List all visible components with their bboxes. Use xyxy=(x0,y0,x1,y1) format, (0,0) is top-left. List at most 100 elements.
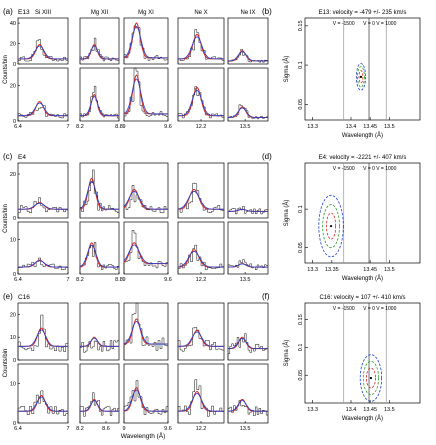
subplot-frame xyxy=(177,221,225,275)
subplot-frame xyxy=(123,302,169,361)
panel-title: E4: velocity = -2221 +/- 407 km/s xyxy=(319,155,407,161)
subplot-frame xyxy=(177,162,225,219)
contour-middle xyxy=(357,66,365,88)
contour-outer xyxy=(318,194,344,258)
x-tick-label: 13.4 xyxy=(346,124,357,130)
y-tick-label: 40 xyxy=(10,21,16,27)
x-tick-label: 9 xyxy=(122,426,125,432)
x-tick-label: 13.35 xyxy=(325,267,339,273)
y-axis-label: Sigma (Å) xyxy=(283,200,290,227)
contour-panel-d: (d) E4: velocity = -2221 +/- 407 km/s V = … xyxy=(262,152,421,282)
y-tick-label: 0.15 xyxy=(298,20,304,31)
model-curve-blue xyxy=(177,251,224,268)
x-tick-label: 13.3 xyxy=(307,407,318,413)
model-curve-blue xyxy=(123,190,168,210)
x-tick-label: 6.4 xyxy=(14,426,22,432)
y-tick-label: 20 xyxy=(10,42,16,48)
subplot-bottom-1: 0 10 6.4 7 xyxy=(10,363,70,432)
subplot-top-5 xyxy=(227,162,269,219)
x-tick-label: 13.45 xyxy=(363,124,377,130)
contour-middle xyxy=(362,360,379,396)
y-axis-label: Sigma (Å) xyxy=(283,340,290,367)
x-axis-label: Wavelength (Å) xyxy=(342,275,383,282)
observed-histogram xyxy=(17,105,68,121)
y-tick-label: 0.05 xyxy=(298,242,304,253)
subplot-bottom-3: 9 9.6 xyxy=(122,221,172,283)
plot-frame xyxy=(304,162,421,264)
model-curve-red xyxy=(18,101,68,117)
x-tick-label: 9.6 xyxy=(164,124,172,130)
model-curve-blue xyxy=(123,244,168,264)
y-tick-label: 0.1 xyxy=(298,344,304,352)
subplot-frame xyxy=(227,221,269,275)
x-tick-label: 13.5 xyxy=(384,267,395,273)
y-axis-label: Counts/bin xyxy=(3,349,9,378)
y-tick-label: 0 xyxy=(13,119,16,125)
model-curve-blue xyxy=(79,244,119,268)
panel-title: E13: velocity = -479 +/- 235 km/s xyxy=(319,10,407,16)
subplot-frame xyxy=(177,302,225,361)
subplot-bottom-1: 0 10 6.4 7 xyxy=(10,221,70,283)
velocity-label: V = -1500 xyxy=(333,21,355,27)
y-tick-label: 0.1 xyxy=(298,61,304,69)
model-curve-blue xyxy=(177,36,224,60)
velocity-label: V = 0 xyxy=(363,21,375,27)
best-fit-point xyxy=(359,75,363,78)
contour-inner xyxy=(326,212,337,240)
x-tick-label: 8.8 xyxy=(115,124,123,130)
model-curve-red xyxy=(123,242,168,265)
subplot-top-2 xyxy=(79,17,120,65)
y-tick-label: 20 xyxy=(10,312,16,318)
x-tick-label: 12.2 xyxy=(196,426,207,432)
subplot-bottom-2: 8.2 8.8 xyxy=(76,67,123,130)
observed-histogram xyxy=(227,400,268,423)
model-curve-blue xyxy=(18,102,68,117)
panel-label: (c) xyxy=(3,152,13,161)
group-label: E13 xyxy=(18,9,30,16)
subplot-top-3 xyxy=(123,162,169,219)
x-tick-label: 13.5 xyxy=(240,124,251,130)
subplot-top-5 xyxy=(227,17,269,65)
model-curve-blue xyxy=(18,45,68,60)
x-tick-label: 9 xyxy=(122,124,125,130)
subplot-frame xyxy=(17,363,69,424)
x-tick-label: 9.6 xyxy=(164,426,172,432)
model-curve-blue xyxy=(227,107,268,118)
subplot-bottom-5: 13.5 xyxy=(227,221,269,283)
x-tick-label: 8.8 xyxy=(115,277,123,283)
panel-label: (f) xyxy=(262,292,270,301)
model-curve-red xyxy=(80,93,119,117)
x-tick-label: 7 xyxy=(66,124,69,130)
x-tick-label: 6.4 xyxy=(14,277,22,283)
x-tick-label: 8.2 xyxy=(76,124,84,130)
x-tick-label: 8.6 xyxy=(102,426,110,432)
model-curve-blue xyxy=(18,396,68,412)
velocity-label: V = 1000 xyxy=(376,21,396,27)
subplot-top-2 xyxy=(79,162,120,219)
subplot-top-4 xyxy=(177,17,225,65)
y-tick-label: 10 xyxy=(10,335,16,341)
plot-frame xyxy=(304,302,421,404)
observed-histogram xyxy=(17,257,68,274)
subplot-top-4 xyxy=(177,302,225,361)
observed-histogram xyxy=(17,39,68,64)
contour-outer xyxy=(355,63,366,91)
y-tick-label: 0 xyxy=(13,358,16,364)
observed-histogram xyxy=(227,333,268,360)
contour-middle xyxy=(322,204,340,249)
x-tick-label: 13.45 xyxy=(363,267,377,273)
group-label: C16 xyxy=(18,294,30,301)
model-curve-blue xyxy=(80,337,119,347)
subplot-frame xyxy=(123,221,169,275)
panel-title: C16: velocity = 107 +/- 410 km/s xyxy=(319,295,405,301)
model-curve-blue xyxy=(178,331,224,347)
observed-histogram xyxy=(177,244,224,274)
x-tick-label: 9.6 xyxy=(164,277,172,283)
velocity-label: V = 1000 xyxy=(376,306,396,312)
x-axis-label: Wavelength (Å) xyxy=(121,431,166,440)
subplot-top-2 xyxy=(79,302,120,361)
observed-histogram xyxy=(177,86,224,121)
x-tick-label: 7 xyxy=(66,277,69,283)
observed-histogram xyxy=(177,327,224,360)
model-curve-blue xyxy=(178,393,224,412)
